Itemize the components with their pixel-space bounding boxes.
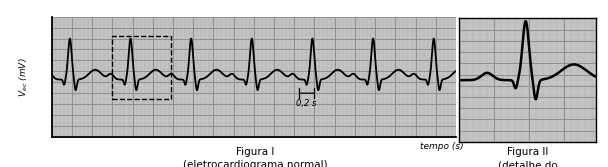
Text: (eletrocardiograma normal): (eletrocardiograma normal): [183, 160, 328, 167]
Text: 0,2 s: 0,2 s: [296, 99, 317, 108]
Text: tempo (s): tempo (s): [421, 142, 464, 151]
Text: Figura II: Figura II: [507, 147, 548, 157]
Text: Figura I: Figura I: [236, 147, 275, 157]
Bar: [112, 36, 171, 99]
Text: (detalhe do
eletrocardiograma): (detalhe do eletrocardiograma): [477, 160, 578, 167]
Text: $V_{ec}$ (mV): $V_{ec}$ (mV): [17, 57, 30, 97]
